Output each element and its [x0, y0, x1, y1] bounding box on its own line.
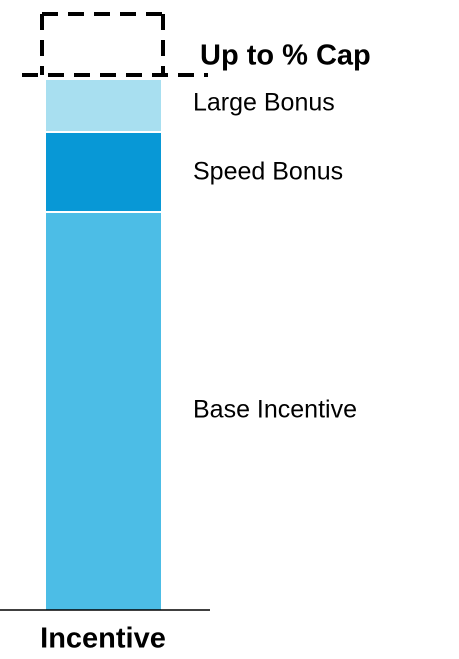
segment-label: Speed Bonus	[193, 158, 343, 186]
cap-box	[22, 12, 208, 77]
segment-label: Base Incentive	[193, 396, 357, 424]
speed-bonus-segment	[46, 133, 161, 211]
segment-label: Large Bonus	[193, 89, 335, 117]
base-incentive-segment	[46, 213, 161, 610]
large-bonus-segment	[46, 80, 161, 131]
column-label: Incentive	[40, 623, 166, 655]
cap-label: Up to % Cap	[200, 40, 371, 72]
